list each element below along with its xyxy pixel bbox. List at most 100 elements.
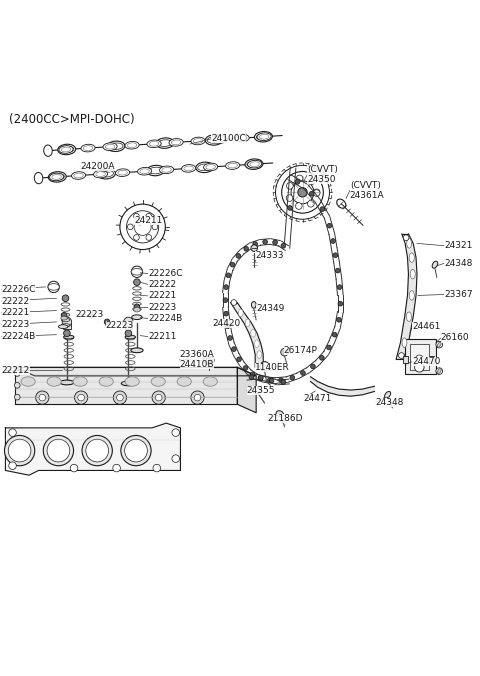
Ellipse shape bbox=[248, 160, 262, 168]
Ellipse shape bbox=[177, 377, 192, 386]
Ellipse shape bbox=[72, 172, 85, 179]
Circle shape bbox=[250, 372, 255, 377]
Circle shape bbox=[86, 439, 108, 462]
Text: 24470: 24470 bbox=[412, 357, 441, 366]
Circle shape bbox=[131, 266, 143, 277]
Ellipse shape bbox=[48, 172, 66, 182]
Circle shape bbox=[78, 394, 84, 401]
Text: 22224B: 22224B bbox=[148, 314, 182, 323]
Ellipse shape bbox=[103, 143, 117, 151]
Circle shape bbox=[61, 312, 67, 318]
Polygon shape bbox=[396, 234, 417, 359]
Ellipse shape bbox=[59, 146, 73, 153]
Circle shape bbox=[403, 235, 409, 241]
Circle shape bbox=[9, 429, 16, 437]
Circle shape bbox=[308, 201, 314, 207]
Circle shape bbox=[415, 362, 424, 372]
Text: 24355: 24355 bbox=[247, 387, 275, 395]
Text: 24211: 24211 bbox=[134, 216, 162, 225]
Text: 22212: 22212 bbox=[1, 366, 30, 375]
Text: 22223: 22223 bbox=[1, 320, 30, 329]
Ellipse shape bbox=[203, 377, 217, 386]
Ellipse shape bbox=[205, 135, 223, 145]
Ellipse shape bbox=[256, 133, 271, 140]
Ellipse shape bbox=[149, 141, 159, 146]
Ellipse shape bbox=[251, 245, 258, 251]
Polygon shape bbox=[5, 423, 180, 475]
Text: 22226C: 22226C bbox=[1, 285, 36, 294]
Text: 22222: 22222 bbox=[148, 280, 177, 289]
Ellipse shape bbox=[107, 141, 125, 151]
Circle shape bbox=[43, 435, 73, 466]
Ellipse shape bbox=[21, 377, 35, 386]
Bar bbox=[403, 356, 408, 362]
Ellipse shape bbox=[151, 377, 165, 386]
Text: 22211: 22211 bbox=[148, 332, 177, 341]
Ellipse shape bbox=[251, 329, 255, 337]
Circle shape bbox=[125, 330, 132, 337]
Polygon shape bbox=[237, 367, 256, 413]
Circle shape bbox=[9, 462, 16, 470]
Ellipse shape bbox=[384, 391, 391, 398]
Circle shape bbox=[121, 435, 151, 466]
Ellipse shape bbox=[213, 136, 227, 143]
Circle shape bbox=[224, 311, 228, 316]
Circle shape bbox=[286, 195, 293, 201]
Bar bbox=[405, 339, 436, 375]
Circle shape bbox=[113, 391, 127, 404]
Ellipse shape bbox=[216, 137, 225, 142]
Ellipse shape bbox=[147, 140, 161, 147]
Circle shape bbox=[133, 235, 139, 241]
Circle shape bbox=[133, 279, 140, 285]
Text: 26174P: 26174P bbox=[284, 346, 317, 355]
Ellipse shape bbox=[47, 377, 61, 386]
Ellipse shape bbox=[198, 164, 212, 171]
Circle shape bbox=[282, 172, 324, 213]
Ellipse shape bbox=[105, 144, 115, 149]
Ellipse shape bbox=[257, 351, 262, 358]
Circle shape bbox=[14, 394, 20, 400]
Ellipse shape bbox=[61, 316, 67, 320]
Circle shape bbox=[278, 378, 283, 383]
Circle shape bbox=[436, 368, 443, 375]
Circle shape bbox=[230, 262, 235, 267]
Ellipse shape bbox=[184, 166, 193, 171]
Circle shape bbox=[320, 356, 324, 360]
Text: 24420: 24420 bbox=[213, 319, 241, 329]
Circle shape bbox=[134, 218, 151, 235]
Circle shape bbox=[291, 181, 314, 203]
Ellipse shape bbox=[148, 167, 163, 174]
Circle shape bbox=[14, 383, 20, 388]
Circle shape bbox=[296, 175, 303, 182]
Circle shape bbox=[224, 285, 228, 289]
Text: 23367: 23367 bbox=[444, 290, 473, 299]
Ellipse shape bbox=[131, 348, 143, 353]
Text: (CVVT)
24361A: (CVVT) 24361A bbox=[350, 180, 384, 200]
Circle shape bbox=[263, 239, 267, 244]
Circle shape bbox=[311, 364, 315, 368]
Circle shape bbox=[70, 464, 78, 472]
Ellipse shape bbox=[34, 172, 43, 184]
Text: 26160: 26160 bbox=[441, 333, 469, 343]
Ellipse shape bbox=[206, 164, 216, 170]
Ellipse shape bbox=[247, 161, 261, 168]
Bar bbox=[429, 356, 433, 362]
Circle shape bbox=[313, 189, 320, 195]
Ellipse shape bbox=[97, 168, 115, 179]
Circle shape bbox=[133, 214, 139, 219]
Ellipse shape bbox=[402, 338, 407, 347]
Circle shape bbox=[243, 366, 248, 370]
Circle shape bbox=[231, 347, 236, 352]
Ellipse shape bbox=[171, 140, 181, 145]
Ellipse shape bbox=[49, 173, 64, 180]
Circle shape bbox=[4, 435, 35, 466]
Circle shape bbox=[125, 439, 147, 462]
Ellipse shape bbox=[226, 162, 240, 170]
Circle shape bbox=[74, 391, 88, 404]
Circle shape bbox=[191, 391, 204, 404]
Ellipse shape bbox=[254, 132, 273, 142]
Ellipse shape bbox=[409, 291, 414, 300]
Circle shape bbox=[48, 281, 60, 293]
Ellipse shape bbox=[254, 340, 259, 347]
Circle shape bbox=[269, 378, 274, 383]
